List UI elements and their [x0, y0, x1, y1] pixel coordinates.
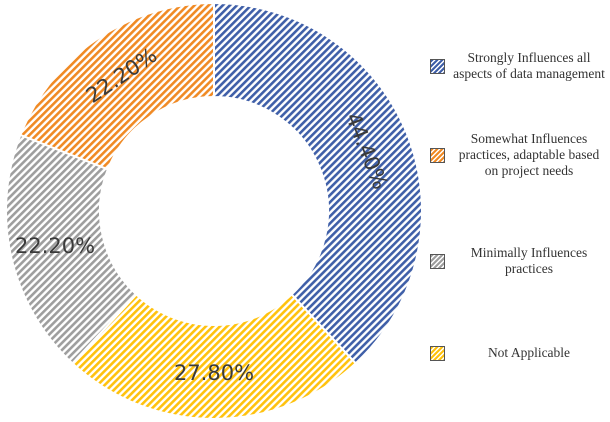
legend-item-strongly-influences: Strongly Influences all aspects of data … [430, 50, 610, 82]
donut-chart: 44.40%27.80%22.20%22.20% [5, 1, 423, 420]
legend-swatch-minimally-influences [430, 253, 445, 269]
legend-item-not-applicable: Not Applicable [430, 345, 610, 361]
legend-label-minimally-influences: Minimally Influences practices [470, 245, 588, 276]
data-label-minimally-influences: 22.20% [15, 234, 95, 258]
slice-minimally-influences [5, 133, 138, 365]
legend-item-somewhat-influences: Somewhat Influences practices, adaptable… [430, 131, 610, 179]
legend-item-minimally-influences: Minimally Influences practices [430, 245, 610, 277]
legend-swatch-not-applicable [430, 345, 445, 361]
legend-label-somewhat-influences: Somewhat Influences practices, adaptable… [458, 131, 600, 178]
data-label-not-applicable: 27.80% [174, 361, 254, 385]
slice-somewhat-influences [19, 1, 215, 171]
legend-label-strongly-influences: Strongly Influences all aspects of data … [453, 50, 605, 81]
legend-swatch-somewhat-influences [430, 147, 445, 163]
slices-layer [5, 1, 423, 420]
slice-not-applicable [70, 293, 358, 420]
legend-label-not-applicable: Not Applicable [487, 345, 571, 360]
legend: Strongly Influences all aspects of data … [430, 0, 610, 422]
slice-strongly-influences [213, 1, 423, 365]
legend-swatch-strongly-influences [430, 58, 445, 74]
